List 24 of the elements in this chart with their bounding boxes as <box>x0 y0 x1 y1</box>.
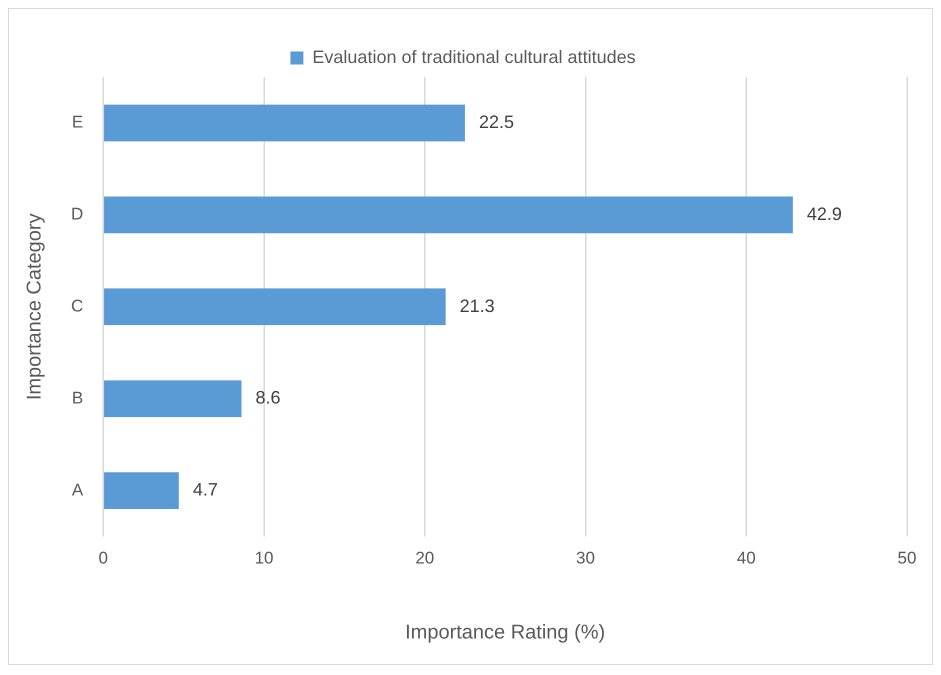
bar <box>104 472 179 510</box>
legend-label: Evaluation of traditional cultural attitudes <box>312 46 636 67</box>
x-tick-label: 50 <box>898 548 916 568</box>
x-tick-label: 20 <box>415 548 434 568</box>
x-axis-title: Importance Rating (%) <box>405 622 606 644</box>
y-tick-label: D <box>70 204 84 224</box>
bar <box>104 288 446 326</box>
bar <box>104 104 465 142</box>
data-label: 22.5 <box>478 112 514 132</box>
x-tick-label: 30 <box>576 548 595 568</box>
x-tick-label: 40 <box>736 548 756 568</box>
bar <box>104 196 793 234</box>
data-label: 42.9 <box>806 204 842 224</box>
y-tick-label: E <box>72 112 84 132</box>
data-label: 4.7 <box>192 480 218 500</box>
data-label: 21.3 <box>460 296 495 316</box>
data-label: 8.6 <box>256 388 281 408</box>
x-tick-label: 10 <box>254 548 274 568</box>
y-tick-label: C <box>70 296 84 316</box>
y-axis-title: Importance Category <box>24 213 46 400</box>
bar <box>104 380 242 418</box>
y-tick-label: A <box>72 480 84 500</box>
y-tick-label: B <box>72 388 84 408</box>
x-tick-label: 0 <box>98 548 108 568</box>
